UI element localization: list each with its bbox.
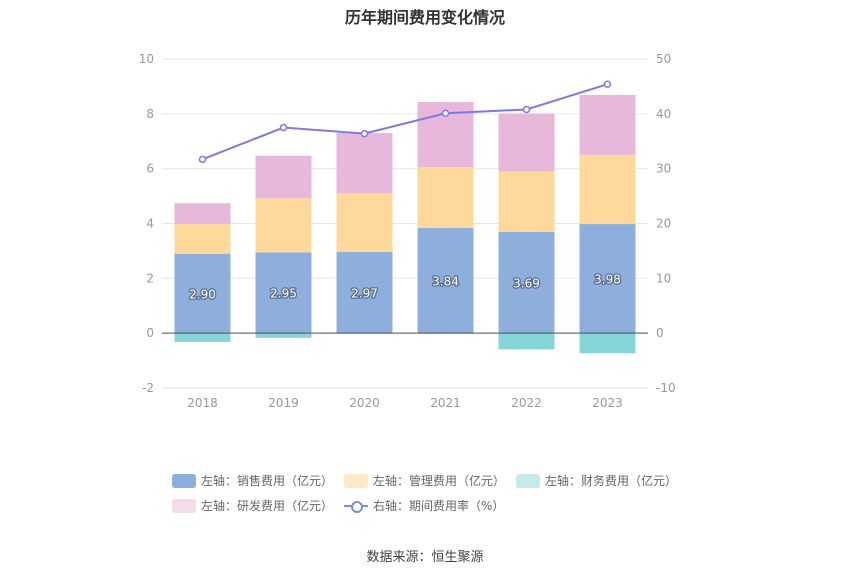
right-tick-label: 0 — [656, 326, 664, 340]
x-tick-label: 2019 — [268, 396, 299, 410]
rate-line-point — [522, 105, 531, 114]
bar-segment — [579, 224, 636, 334]
bar-data-label: 3.69 — [513, 277, 540, 291]
x-tick-label: 2021 — [430, 396, 461, 410]
x-axis-ticks: 2018 2019 2020 2021 2022 2023 — [187, 396, 623, 410]
legend-label-finance: 左轴：财务费用（亿元） — [545, 474, 678, 488]
left-axis-ticks: -2 0 2 4 6 8 10 — [139, 52, 154, 395]
left-tick-label: -2 — [142, 381, 154, 395]
rate-line-point — [198, 155, 207, 164]
bar-segment — [255, 252, 312, 334]
left-tick-label: 0 — [146, 326, 154, 340]
legend-swatch-admin — [344, 473, 368, 488]
right-tick-label: 20 — [656, 217, 671, 231]
bar-segment — [174, 203, 231, 225]
left-tick-label: 2 — [146, 271, 154, 285]
left-tick-label: 6 — [146, 162, 154, 176]
left-tick-label: 4 — [146, 217, 154, 231]
grid-lines — [162, 58, 648, 389]
x-tick-label: 2023 — [592, 396, 623, 410]
chart-title: 历年期间费用变化情况 — [344, 8, 505, 27]
legend-item-rnd[interactable]: 左轴：研发费用（亿元） — [172, 497, 333, 514]
bar-segment-negative — [174, 333, 231, 342]
legend-swatch-sales — [172, 473, 196, 488]
legend-item-finance[interactable]: 左轴：财务费用（亿元） — [516, 472, 677, 489]
bar-segment-negative — [498, 333, 555, 350]
legend-item-rate[interactable]: 右轴：期间费用率（%） — [344, 497, 504, 514]
right-tick-label: -10 — [656, 381, 676, 395]
legend-label-rate: 右轴：期间费用率（%） — [373, 499, 505, 513]
rate-line-point — [603, 80, 612, 88]
bar-segment — [255, 198, 312, 253]
bar-data-label: 2.95 — [270, 287, 297, 301]
legend-swatch-rate — [344, 499, 368, 513]
x-tick-label: 2022 — [511, 396, 542, 410]
bar-segment-negative — [255, 333, 312, 338]
bar-segment — [255, 155, 312, 199]
legend-item-sales[interactable]: 左轴：销售费用（亿元） — [172, 472, 333, 489]
chart-plot: -2 0 2 4 6 8 10 -10 0 10 20 30 40 50 2.90 2.95 2.97 3.8… — [139, 52, 676, 410]
bar-data-label: 2.97 — [351, 286, 378, 300]
bar-data-label: 3.98 — [594, 273, 621, 287]
bar-segment — [579, 94, 636, 155]
right-tick-label: 30 — [656, 162, 671, 176]
legend-label-sales: 左轴：销售费用（亿元） — [201, 474, 334, 488]
left-tick-label: 8 — [146, 107, 154, 121]
bar-segment — [417, 227, 474, 334]
bar-segment — [498, 231, 555, 334]
legend-swatch-finance — [516, 473, 540, 488]
bar-segment — [174, 224, 231, 254]
bar-segment — [417, 167, 474, 228]
legend-label-rnd: 左轴：研发费用（亿元） — [201, 499, 334, 513]
right-axis-ticks: -10 0 10 20 30 40 50 — [656, 52, 676, 395]
source-note: 数据来源：恒生聚源 — [366, 550, 484, 565]
x-tick-label: 2018 — [187, 396, 218, 410]
right-tick-label: 50 — [656, 52, 671, 66]
rate-line-point — [279, 123, 288, 132]
legend-label-admin: 左轴：管理费用（亿元） — [373, 474, 506, 488]
bar-stacks — [174, 94, 636, 354]
bar-segment — [336, 133, 393, 194]
bar-data-label: 3.84 — [432, 275, 459, 289]
legend-item-admin[interactable]: 左轴：管理费用（亿元） — [344, 472, 505, 489]
rate-line-point — [441, 109, 450, 118]
bar-segment — [498, 171, 555, 232]
bar-data-labels: 2.90 2.95 2.97 3.84 3.69 3.98 — [188, 271, 622, 302]
x-tick-label: 2020 — [349, 396, 380, 410]
bar-segment-negative — [579, 333, 636, 354]
bar-segment — [579, 154, 636, 225]
legend-swatch-rnd — [172, 498, 196, 513]
expense-rate-line — [198, 80, 612, 164]
right-tick-label: 40 — [656, 107, 671, 121]
right-tick-label: 10 — [656, 271, 671, 285]
bar-segment — [174, 253, 231, 334]
bar-segment — [336, 251, 393, 334]
bar-segment — [336, 193, 393, 252]
rate-line-point — [360, 129, 369, 138]
rate-line-path — [202, 83, 608, 161]
bar-data-label: 2.90 — [189, 287, 216, 301]
bar-segment — [498, 113, 555, 172]
left-tick-label: 10 — [139, 52, 154, 66]
